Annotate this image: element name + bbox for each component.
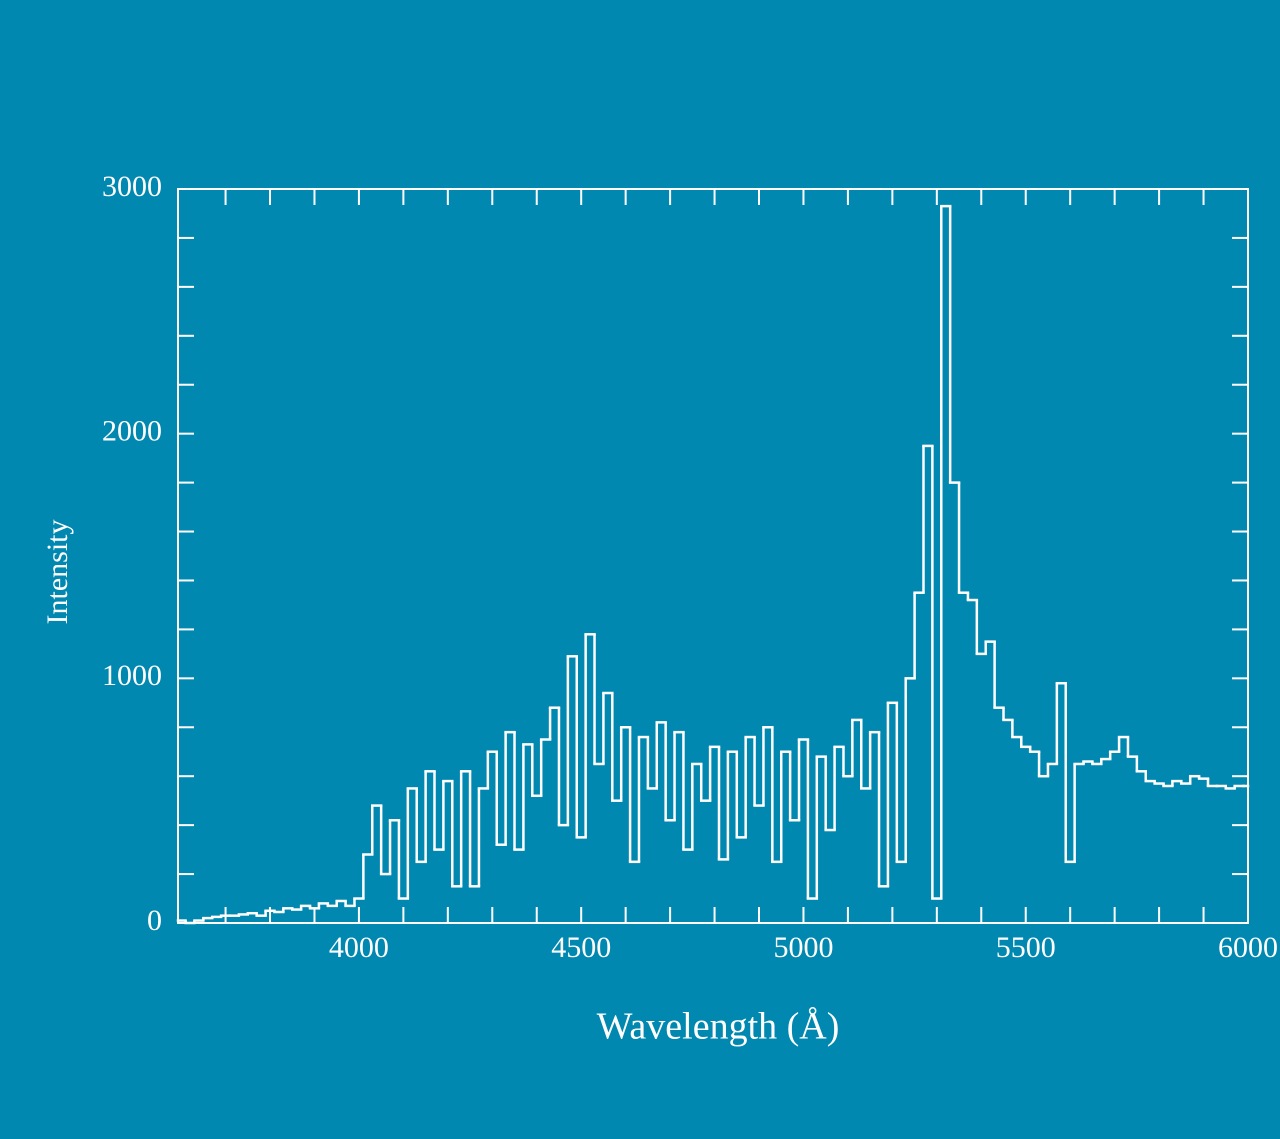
y-tick-label: 1000 (102, 659, 162, 692)
x-tick-label: 5000 (773, 931, 833, 964)
x-tick-label: 6000 (1218, 931, 1278, 964)
x-tick-label: 4000 (329, 931, 389, 964)
y-axis-label: Intensity (41, 520, 74, 625)
y-tick-label: 3000 (102, 170, 162, 203)
y-tick-label: 2000 (102, 415, 162, 448)
x-tick-label: 4500 (551, 931, 611, 964)
y-tick-label: 0 (147, 904, 162, 937)
x-tick-label: 5500 (996, 931, 1056, 964)
plot-frame (177, 188, 1249, 924)
x-axis-label: Wavelength (Å) (597, 1006, 840, 1048)
